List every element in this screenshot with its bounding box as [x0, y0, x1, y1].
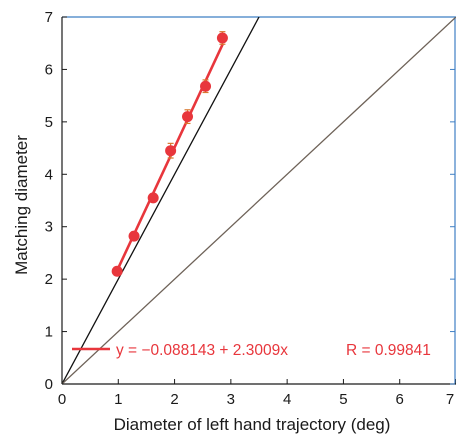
point-marker-6	[200, 80, 212, 92]
y-tick-label-1: 1	[45, 324, 53, 341]
data-point-7	[216, 31, 228, 45]
y-tick-label-0: 0	[45, 376, 53, 393]
data-point-4	[165, 142, 177, 159]
x-tick-label-6: 6	[396, 391, 404, 408]
y-tick-label-3: 3	[45, 219, 53, 236]
x-axis-title: Diameter of left hand trajectory (deg)	[114, 415, 391, 434]
x-tick-label-4: 4	[283, 391, 291, 408]
y-axis-title: Matching diameter	[12, 135, 31, 275]
data-point-3	[147, 192, 159, 204]
point-marker-1	[111, 265, 123, 277]
point-marker-2	[128, 230, 140, 242]
x-tick-label-3: 3	[227, 391, 235, 408]
x-tick-label-2: 2	[170, 391, 178, 408]
y-tick-label-2: 2	[45, 271, 53, 288]
point-marker-4	[165, 145, 177, 157]
reference-line-slope-1	[62, 17, 456, 384]
x-tick-label-5: 5	[339, 391, 347, 408]
fit-equation: y = −0.088143 + 2.3009x	[116, 342, 288, 359]
x-tick-label-7: 7	[446, 391, 454, 408]
x-tick-label-1: 1	[114, 391, 122, 408]
reference-lines	[62, 17, 456, 384]
reference-line-slope-2	[62, 17, 260, 384]
axis-ticks: 0 1 2 3 4 5 6 7 0 1 2 3 4 5 6 7	[45, 9, 456, 408]
data-point-5	[182, 109, 194, 125]
data-point-1	[111, 265, 123, 277]
y-tick-label-7: 7	[45, 9, 53, 26]
x-tick-label-0: 0	[58, 391, 66, 408]
point-marker-7	[216, 32, 228, 44]
point-marker-3	[147, 192, 159, 204]
y-tick-label-4: 4	[45, 166, 53, 183]
y-tick-label-5: 5	[45, 114, 53, 131]
point-marker-5	[182, 111, 194, 123]
data-points	[111, 31, 228, 277]
data-point-2	[128, 230, 140, 242]
data-point-6	[200, 79, 212, 94]
fit-r-value: R = 0.99841	[346, 342, 431, 359]
y-tick-label-6: 6	[45, 61, 53, 78]
fit-legend: y = −0.088143 + 2.3009x R = 0.99841	[72, 342, 431, 359]
